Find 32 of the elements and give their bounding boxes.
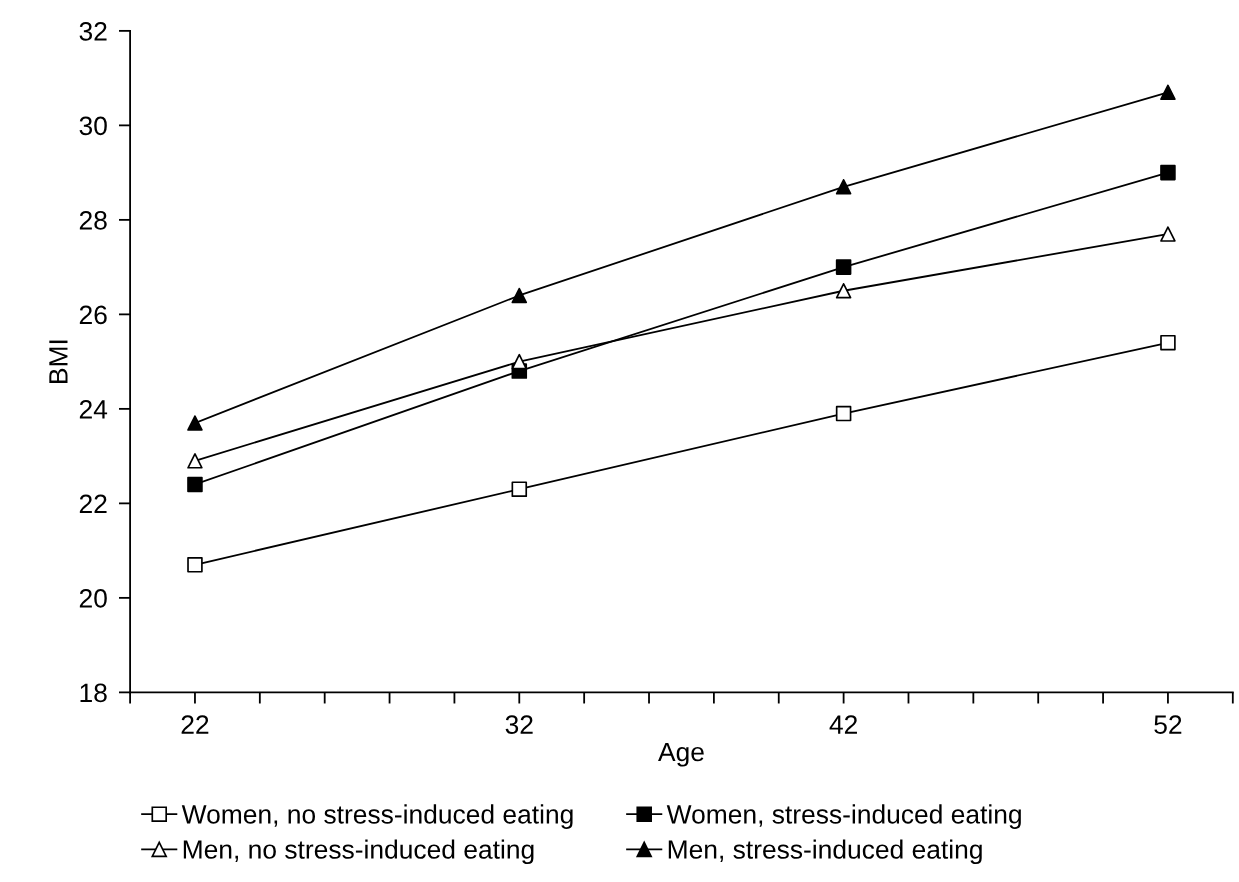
y-tick-label: 26 — [79, 305, 107, 325]
y-tick-label: 22 — [79, 494, 107, 513]
legend-label: Men, stress-induced eating — [668, 839, 982, 865]
legend-label: Women, no stress-induced eating — [181, 804, 573, 829]
y-tick-label: 32 — [79, 22, 107, 41]
legend-label: Women, stress-induced eating — [666, 804, 1021, 829]
x-tick-label: 32 — [505, 715, 533, 734]
point — [187, 453, 203, 469]
point — [187, 476, 203, 493]
x-axis-title: Age — [658, 742, 704, 767]
point — [187, 557, 203, 573]
legend-label: Men, no stress-induced eating — [183, 839, 534, 865]
y-axis-title: BMI — [49, 340, 68, 383]
point — [1160, 334, 1176, 351]
x-tick-label: 22 — [181, 715, 209, 734]
y-tick-label: 18 — [80, 683, 107, 703]
point — [835, 405, 852, 422]
point — [187, 415, 203, 431]
point — [511, 287, 528, 304]
point — [835, 179, 852, 195]
y-tick-label: 20 — [79, 589, 107, 608]
point — [1160, 164, 1176, 181]
y-tick-label: 30 — [79, 116, 107, 136]
point — [1160, 84, 1176, 101]
x-tick-label: 42 — [829, 715, 857, 734]
point — [835, 259, 852, 275]
point — [511, 481, 528, 497]
x-tick-label: 52 — [1154, 715, 1182, 734]
point — [1160, 226, 1176, 242]
point — [835, 282, 852, 299]
y-tick-label: 24 — [79, 400, 108, 419]
y-tick-label: 28 — [79, 211, 107, 230]
